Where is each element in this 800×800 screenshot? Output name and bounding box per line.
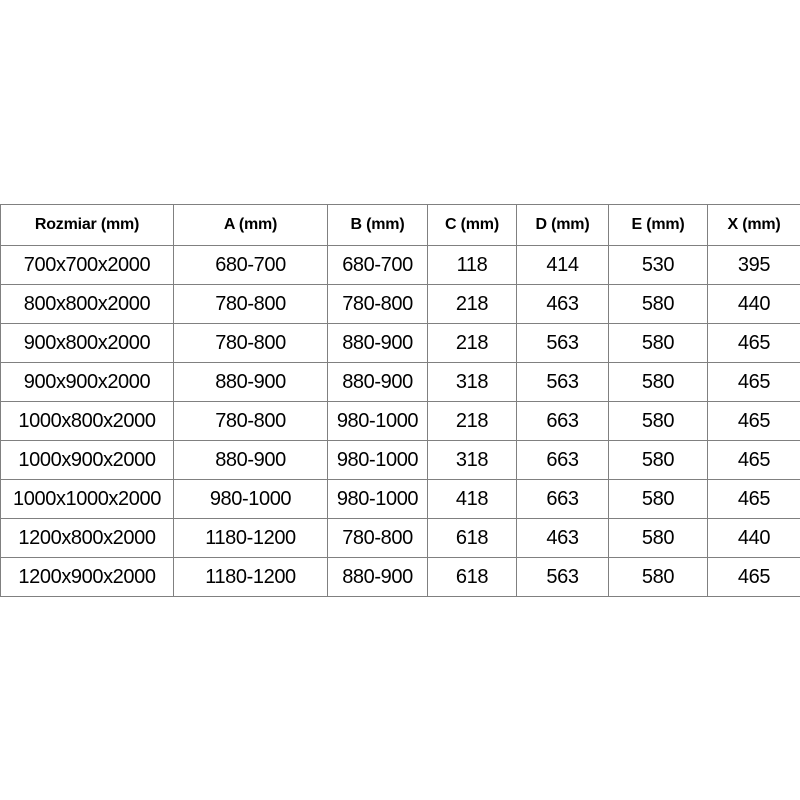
table-cell: 418 [427, 479, 517, 519]
table-cell: 780-800 [173, 401, 328, 441]
table-cell: 440 [707, 284, 800, 324]
table-cell: 465 [707, 401, 800, 441]
table-row: 1000x900x2000 880-900 980-1000 318 663 580 465 [0, 440, 800, 480]
table-cell: 980-1000 [327, 440, 428, 480]
table-cell: 880-900 [327, 362, 428, 402]
table-cell: 1000x800x2000 [0, 401, 174, 441]
header-cell: X (mm) [707, 204, 800, 246]
table-cell: 1200x800x2000 [0, 518, 174, 558]
table-cell: 463 [516, 518, 609, 558]
table-cell: 465 [707, 362, 800, 402]
table-row: 700x700x2000 680-700 680-700 118 414 530 395 [0, 245, 800, 285]
table-cell: 580 [608, 479, 708, 519]
table-cell: 780-800 [327, 518, 428, 558]
table-cell: 618 [427, 557, 517, 597]
table-cell: 465 [707, 479, 800, 519]
table-cell: 414 [516, 245, 609, 285]
header-cell: A (mm) [173, 204, 328, 246]
table-row: 1200x900x2000 1180-1200 880-900 618 563 580 46… [0, 557, 800, 597]
table-cell: 580 [608, 557, 708, 597]
table-cell: 580 [608, 362, 708, 402]
table-cell: 880-900 [173, 362, 328, 402]
table-cell: 563 [516, 362, 609, 402]
table-cell: 900x900x2000 [0, 362, 174, 402]
table-row: 1000x1000x2000 980-1000 980-1000 418 663 580 4… [0, 479, 800, 519]
table-cell: 663 [516, 401, 609, 441]
table-cell: 680-700 [327, 245, 428, 285]
table-header-row: Rozmiar (mm) A (mm) B (mm) C (mm) D (mm) E (m… [0, 204, 800, 246]
table-cell: 618 [427, 518, 517, 558]
table-cell: 563 [516, 323, 609, 363]
table-cell: 800x800x2000 [0, 284, 174, 324]
table-cell: 530 [608, 245, 708, 285]
table-cell: 318 [427, 362, 517, 402]
table-row: 900x900x2000 880-900 880-900 318 563 580 465 [0, 362, 800, 402]
table-cell: 218 [427, 401, 517, 441]
table-cell: 1200x900x2000 [0, 557, 174, 597]
size-spec-table: Rozmiar (mm) A (mm) B (mm) C (mm) D (mm) E (m… [0, 204, 800, 597]
header-cell: Rozmiar (mm) [0, 204, 174, 246]
table-cell: 463 [516, 284, 609, 324]
table-cell: 1000x900x2000 [0, 440, 174, 480]
table-cell: 580 [608, 440, 708, 480]
table-cell: 880-900 [327, 323, 428, 363]
table-cell: 980-1000 [327, 479, 428, 519]
table-row: 800x800x2000 780-800 780-800 218 463 580 440 [0, 284, 800, 324]
table-cell: 663 [516, 479, 609, 519]
table-row: 900x800x2000 780-800 880-900 218 563 580 465 [0, 323, 800, 363]
table-cell: 680-700 [173, 245, 328, 285]
table-cell: 440 [707, 518, 800, 558]
table-cell: 395 [707, 245, 800, 285]
table-cell: 663 [516, 440, 609, 480]
table-cell: 700x700x2000 [0, 245, 174, 285]
table-cell: 980-1000 [173, 479, 328, 519]
table-cell: 580 [608, 323, 708, 363]
table-cell: 900x800x2000 [0, 323, 174, 363]
table-cell: 580 [608, 284, 708, 324]
table-cell: 880-900 [327, 557, 428, 597]
table-row: 1000x800x2000 780-800 980-1000 218 663 580 465 [0, 401, 800, 441]
table-cell: 465 [707, 557, 800, 597]
table-cell: 1180-1200 [173, 557, 328, 597]
table-cell: 318 [427, 440, 517, 480]
table-cell: 465 [707, 440, 800, 480]
table-cell: 780-800 [173, 284, 328, 324]
table-cell: 980-1000 [327, 401, 428, 441]
table-cell: 1180-1200 [173, 518, 328, 558]
table-cell: 118 [427, 245, 517, 285]
table-cell: 218 [427, 323, 517, 363]
table-row: 1200x800x2000 1180-1200 780-800 618 463 580 44… [0, 518, 800, 558]
header-cell: B (mm) [327, 204, 428, 246]
table-cell: 563 [516, 557, 609, 597]
table-cell: 580 [608, 518, 708, 558]
table-cell: 580 [608, 401, 708, 441]
header-cell: E (mm) [608, 204, 708, 246]
table-cell: 780-800 [173, 323, 328, 363]
table-cell: 780-800 [327, 284, 428, 324]
table-cell: 465 [707, 323, 800, 363]
header-cell: C (mm) [427, 204, 517, 246]
table-cell: 1000x1000x2000 [0, 479, 174, 519]
table-body: 700x700x2000 680-700 680-700 118 414 530 395 80… [0, 245, 800, 597]
table-cell: 880-900 [173, 440, 328, 480]
header-cell: D (mm) [516, 204, 609, 246]
table-cell: 218 [427, 284, 517, 324]
